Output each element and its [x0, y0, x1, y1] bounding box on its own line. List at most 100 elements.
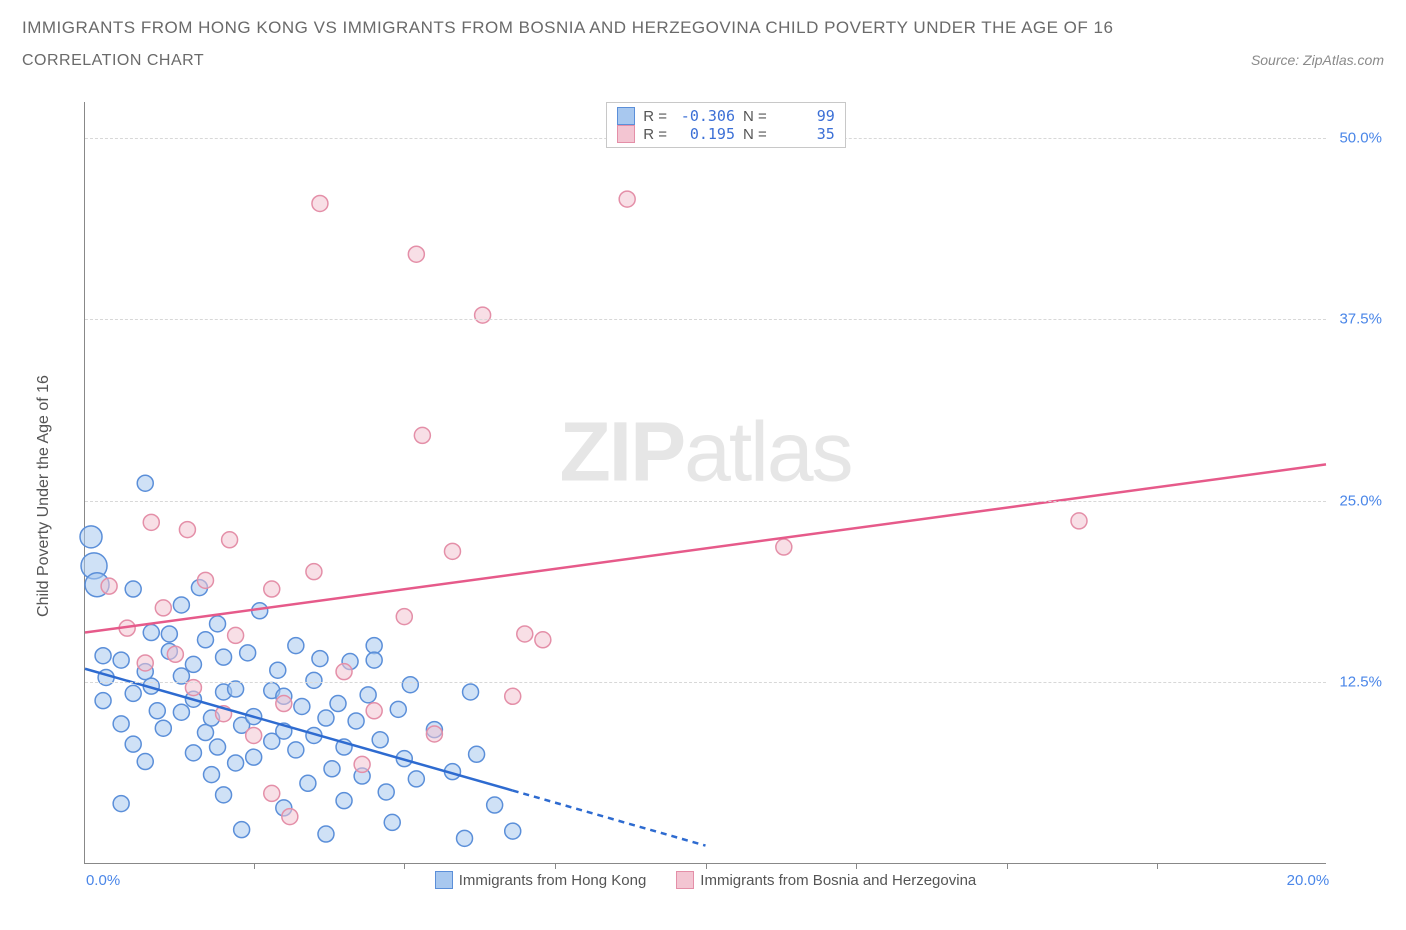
x-tick — [1157, 863, 1158, 869]
data-point — [113, 796, 129, 812]
data-point — [179, 522, 195, 538]
data-point — [336, 664, 352, 680]
data-point — [306, 672, 322, 688]
data-point — [228, 681, 244, 697]
trend-line — [513, 791, 706, 846]
data-point — [173, 704, 189, 720]
legend-r-value-a: -0.306 — [675, 107, 735, 125]
data-point — [475, 307, 491, 323]
chart-title: IMMIGRANTS FROM HONG KONG VS IMMIGRANTS … — [22, 18, 1384, 38]
data-point — [360, 687, 376, 703]
x-tick-label: 0.0% — [86, 872, 120, 889]
trend-line — [85, 464, 1326, 632]
data-point — [185, 656, 201, 672]
data-point — [276, 696, 292, 712]
data-point — [318, 710, 334, 726]
data-point — [155, 720, 171, 736]
series-swatch-a — [435, 871, 453, 889]
data-point — [210, 739, 226, 755]
legend-r-label: R = — [643, 126, 667, 143]
data-point — [384, 814, 400, 830]
correlation-legend: R = -0.306 N = 99 R = 0.195 N = 35 — [606, 102, 846, 148]
data-point — [204, 767, 220, 783]
data-point — [101, 578, 117, 594]
series-name-a: Immigrants from Hong Kong — [459, 872, 647, 889]
data-point — [619, 191, 635, 207]
y-tick-label: 50.0% — [1328, 130, 1382, 147]
x-tick — [254, 863, 255, 869]
data-point — [372, 732, 388, 748]
data-point — [414, 427, 430, 443]
data-point — [366, 703, 382, 719]
data-point — [137, 754, 153, 770]
source-text: Source: ZipAtlas.com — [1251, 52, 1384, 68]
data-point — [173, 597, 189, 613]
data-point — [444, 543, 460, 559]
data-point — [408, 246, 424, 262]
y-tick-label: 37.5% — [1328, 311, 1382, 328]
data-point — [137, 655, 153, 671]
series-legend-a: Immigrants from Hong Kong — [435, 871, 647, 889]
data-point — [402, 677, 418, 693]
legend-row-series-b: R = 0.195 N = 35 — [617, 125, 835, 143]
legend-n-label: N = — [743, 126, 767, 143]
x-tick — [706, 863, 707, 869]
data-point — [487, 797, 503, 813]
series-legend-b: Immigrants from Bosnia and Herzegovina — [676, 871, 976, 889]
data-point — [390, 701, 406, 717]
data-point — [234, 822, 250, 838]
data-point — [155, 600, 171, 616]
data-point — [469, 746, 485, 762]
legend-row-series-a: R = -0.306 N = 99 — [617, 107, 835, 125]
series-legend: Immigrants from Hong Kong Immigrants fro… — [85, 871, 1326, 889]
data-point — [330, 696, 346, 712]
data-point — [324, 761, 340, 777]
legend-swatch-a — [617, 107, 635, 125]
data-point — [1071, 513, 1087, 529]
grid-line — [85, 319, 1326, 320]
data-point — [282, 809, 298, 825]
data-point — [216, 787, 232, 803]
data-point — [113, 716, 129, 732]
scatter-svg — [85, 102, 1326, 863]
data-point — [125, 685, 141, 701]
data-point — [505, 688, 521, 704]
data-point — [185, 745, 201, 761]
data-point — [222, 532, 238, 548]
data-point — [210, 616, 226, 632]
data-point — [125, 581, 141, 597]
x-tick-label: 20.0% — [1287, 872, 1330, 889]
plot-region: ZIPatlas R = -0.306 N = 99 R = 0.195 N =… — [84, 102, 1326, 864]
data-point — [294, 698, 310, 714]
data-point — [348, 713, 364, 729]
data-point — [776, 539, 792, 555]
data-point — [246, 749, 262, 765]
data-point — [318, 826, 334, 842]
data-point — [80, 526, 102, 548]
series-swatch-b — [676, 871, 694, 889]
y-tick-label: 25.0% — [1328, 492, 1382, 509]
data-point — [312, 651, 328, 667]
x-tick — [1007, 863, 1008, 869]
data-point — [167, 646, 183, 662]
data-point — [137, 475, 153, 491]
data-point — [426, 726, 442, 742]
data-point — [306, 564, 322, 580]
data-point — [264, 785, 280, 801]
data-point — [143, 625, 159, 641]
data-point — [408, 771, 424, 787]
chart-area: Child Poverty Under the Age of 16 ZIPatl… — [50, 102, 1386, 890]
data-point — [366, 638, 382, 654]
data-point — [354, 756, 370, 772]
data-point — [113, 652, 129, 668]
grid-line — [85, 501, 1326, 502]
data-point — [288, 638, 304, 654]
data-point — [270, 662, 286, 678]
data-point — [264, 581, 280, 597]
data-point — [143, 514, 159, 530]
legend-r-label: R = — [643, 108, 667, 125]
data-point — [246, 727, 262, 743]
data-point — [197, 632, 213, 648]
subtitle-row: CORRELATION CHART Source: ZipAtlas.com — [22, 52, 1384, 70]
y-axis-label: Child Poverty Under the Age of 16 — [35, 375, 53, 617]
